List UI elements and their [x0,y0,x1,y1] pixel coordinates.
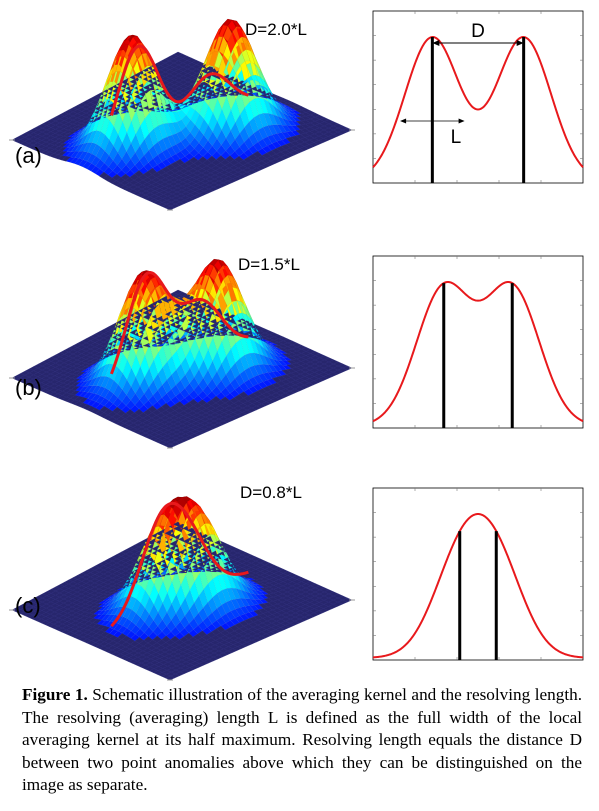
plot-frame [372,10,584,184]
surface-mesh [11,496,353,681]
panel-tag-b: (b) [15,375,42,400]
panel-c: (c) D=0.8*L [0,470,599,695]
panel-tag-c: (c) [15,593,41,618]
ridge-profile-curve [109,44,249,116]
separation-label-a: D=2.0*L [245,20,307,39]
ridge-profile-curve [110,501,249,628]
caption-text: Schematic illustration of the averaging … [22,685,583,794]
surface-plot-c [9,496,355,681]
separation-label-b: D=1.5*L [238,255,300,274]
profile-plot-a: DL [372,10,584,184]
plot-frame [372,255,584,429]
d-arrowhead [516,40,524,46]
l-arrowhead [458,118,465,124]
kernel-curve [372,280,584,423]
caption-label: Figure 1. [22,685,88,704]
plot-frame [372,487,584,661]
profile-plot-c [372,487,584,661]
ridge-profile-curve [109,271,249,375]
separation-label-c: D=0.8*L [240,483,302,502]
surface-mesh [11,258,353,449]
panel-b: (b) D=1.5*L [0,238,599,463]
l-annotation: L [451,127,462,148]
d-annotation: D [471,21,485,42]
kernel-curve [372,35,584,168]
kernel-curve [372,512,584,659]
surface-plot-a [9,18,355,211]
l-arrowhead [400,118,407,124]
surface-mesh [11,18,353,211]
profile-plot-b [372,255,584,429]
surface-plot-b [9,258,355,449]
figure-caption: Figure 1. Schematic illustration of the … [22,684,582,797]
d-arrowhead [432,40,440,46]
panel-tag-a: (a) [15,143,42,168]
